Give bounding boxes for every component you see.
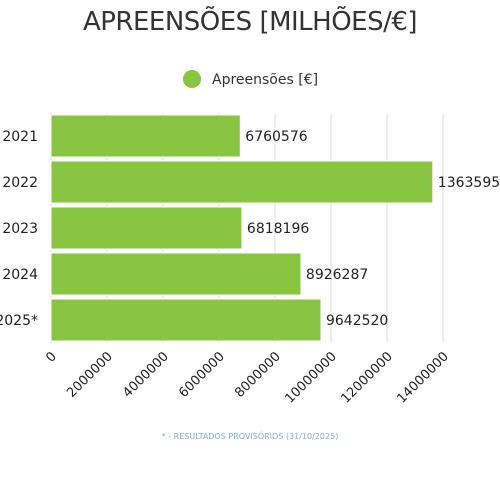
category-label: 2022 xyxy=(2,175,38,191)
value-label: 6760576 xyxy=(245,129,307,145)
value-label: 13635957 xyxy=(438,175,500,191)
category-label: 2023 xyxy=(2,221,38,237)
x-tick-label: 10000000 xyxy=(282,349,339,406)
x-tick-label: 4000000 xyxy=(120,349,172,401)
value-label: 8926287 xyxy=(306,267,368,283)
category-label: 2025* xyxy=(0,313,38,329)
x-tick-label: 2000000 xyxy=(64,349,116,401)
value-label: 9642520 xyxy=(326,313,388,329)
chart-title: APREENSÕES [MILHÕES/€] xyxy=(83,5,417,37)
bar xyxy=(50,298,322,342)
category-labels: 2021 2022 2023 2024 2025* xyxy=(0,129,38,329)
bar xyxy=(50,206,243,250)
value-labels: 6760576 13635957 6818196 8926287 9642520 xyxy=(245,129,500,329)
bars xyxy=(50,114,434,342)
bar xyxy=(50,160,434,204)
bar xyxy=(50,252,302,296)
value-label: 6818196 xyxy=(247,221,309,237)
x-tick-label: 6000000 xyxy=(176,349,228,401)
legend-swatch xyxy=(183,70,201,88)
x-tick-label: 12000000 xyxy=(338,349,395,406)
category-label: 2021 xyxy=(2,129,38,145)
bar xyxy=(50,114,241,158)
x-tick-label: 8000000 xyxy=(232,349,284,401)
x-axis-ticks: 0 2000000 4000000 6000000 800000010000000120… xyxy=(43,349,451,406)
footnote: * - RESULTADOS PROVISÓRIOS (31/10/2025) xyxy=(162,430,339,441)
category-label: 2024 xyxy=(2,267,38,283)
legend-label: Apreensões [€] xyxy=(212,72,318,88)
legend[interactable]: Apreensões [€] xyxy=(183,70,318,88)
x-tick-label: 0 xyxy=(43,349,59,365)
x-tick-label: 14000000 xyxy=(394,349,451,406)
